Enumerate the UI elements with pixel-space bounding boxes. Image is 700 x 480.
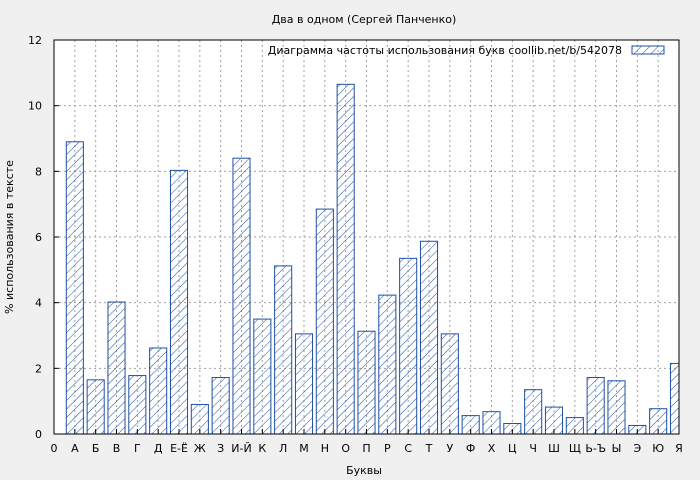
x-tick-label: Ж xyxy=(194,442,206,455)
bar-Е-Ё xyxy=(169,169,189,435)
y-tick-label: 6 xyxy=(35,231,42,244)
y-tick-label: 4 xyxy=(35,297,42,310)
x-axis-label: Буквы xyxy=(346,464,382,477)
bar-Р xyxy=(378,294,397,435)
bar-Б xyxy=(86,379,105,435)
bar-Ь-Ъ xyxy=(586,377,605,435)
bar-К xyxy=(253,318,272,435)
x-tick-label: Р xyxy=(384,442,391,455)
bar-О xyxy=(336,83,355,435)
bar-Г xyxy=(128,375,147,435)
bar-М xyxy=(294,333,314,435)
x-tick-label: О xyxy=(341,442,350,455)
x-tick-label: В xyxy=(113,442,121,455)
y-tick-label: 0 xyxy=(35,428,42,441)
x-axis-ticks: 0 А Б В Г Д Е-Ё Ж З И-Й К Л М Н О П Р С Т У Ф Х Ц Ч Ш Щ Ь-Ъ Ы Э Ю Я xyxy=(51,429,683,455)
x-tick-label: Ч xyxy=(529,442,537,455)
x-tick-label: Х xyxy=(488,442,496,455)
legend-label: Диаграмма частоты использования букв coo… xyxy=(268,44,622,57)
x-tick-label: М xyxy=(299,442,309,455)
x-tick-label: Л xyxy=(279,442,287,455)
x-tick-label: С xyxy=(404,442,412,455)
bar-В xyxy=(107,301,126,435)
x-tick-label: А xyxy=(71,442,79,455)
x-tick-label: Е-Ё xyxy=(170,442,188,455)
x-tick-label: Ь-Ъ xyxy=(585,442,606,455)
x-tick-label: З xyxy=(217,442,224,455)
bar-И-Й xyxy=(232,157,251,435)
y-axis-label: % использования в тексте xyxy=(3,160,16,314)
x-tick-label: К xyxy=(258,442,266,455)
x-tick-label: Ш xyxy=(548,442,560,455)
x-tick-label: Т xyxy=(425,442,433,455)
y-tick-label: 2 xyxy=(35,362,42,375)
bar-Т xyxy=(419,240,439,435)
bar-Я xyxy=(669,362,680,435)
y-axis-ticks: 0 2 4 6 8 10 12 xyxy=(28,34,59,441)
bar-Н xyxy=(315,208,334,435)
bar-З xyxy=(211,377,230,435)
bar-У xyxy=(440,333,459,435)
chart-title: Два в одном (Сергей Панченко) xyxy=(272,13,457,26)
legend-swatch xyxy=(631,45,665,55)
legend: Диаграмма частоты использования букв coo… xyxy=(268,44,665,57)
bar-Д xyxy=(149,347,168,435)
x-tick-label: 0 xyxy=(51,442,58,455)
x-tick-label: Ц xyxy=(508,442,517,455)
bars xyxy=(65,83,680,435)
bar-Ч xyxy=(524,389,543,435)
bar-А xyxy=(65,141,84,435)
bar-П xyxy=(357,330,376,435)
x-tick-label: Д xyxy=(154,442,163,455)
bar-Ы xyxy=(607,380,626,435)
x-tick-label: У xyxy=(446,442,453,455)
x-tick-label: Ы xyxy=(612,442,622,455)
y-tick-label: 10 xyxy=(28,100,42,113)
x-tick-label: Я xyxy=(675,442,683,455)
x-tick-label: Б xyxy=(92,442,100,455)
x-tick-label: И-Й xyxy=(231,442,251,455)
y-tick-label: 12 xyxy=(28,34,42,47)
bar-С xyxy=(399,257,418,435)
x-tick-label: Ю xyxy=(652,442,664,455)
y-tick-label: 8 xyxy=(35,165,42,178)
x-tick-label: Э xyxy=(633,442,641,455)
x-tick-label: Г xyxy=(134,442,141,455)
x-tick-label: Щ xyxy=(569,442,581,455)
bar-Л xyxy=(274,265,293,435)
x-tick-label: Н xyxy=(321,442,329,455)
x-tick-label: П xyxy=(362,442,370,455)
x-tick-label: Ф xyxy=(466,442,475,455)
